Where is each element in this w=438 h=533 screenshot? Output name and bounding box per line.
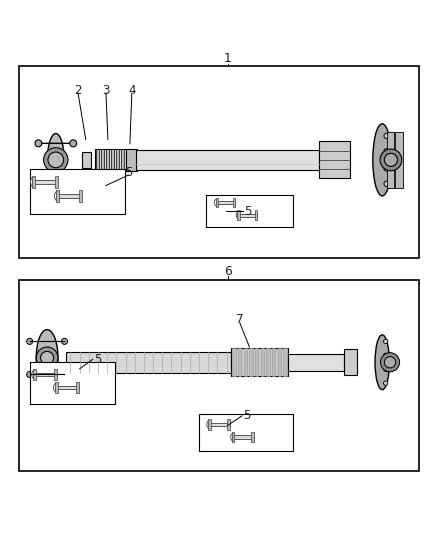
Bar [244,348,247,376]
Bar [30,168,125,214]
Circle shape [27,372,33,377]
Bar [96,149,99,171]
Text: 5: 5 [94,353,102,366]
Bar [249,348,253,376]
Circle shape [35,173,42,180]
Circle shape [44,148,68,172]
Circle shape [380,149,402,171]
Bar [232,432,234,442]
Ellipse shape [47,134,64,186]
Bar [251,432,254,442]
Bar [55,382,57,393]
Circle shape [384,133,389,139]
Bar [126,149,137,171]
Bar [106,149,109,171]
Bar [126,149,129,171]
Bar [266,348,270,376]
Text: 2: 2 [74,84,81,96]
Bar [255,211,257,220]
Bar [238,348,241,376]
Bar [319,141,350,179]
Bar [232,348,236,376]
Text: 1: 1 [224,52,232,65]
Bar [344,349,357,375]
Bar [19,279,419,471]
Bar [55,385,78,390]
Text: 5: 5 [244,409,251,422]
Bar [121,149,124,171]
Circle shape [384,339,388,344]
Circle shape [384,353,388,358]
Text: 3: 3 [102,84,110,96]
Bar [272,348,276,376]
Bar [33,373,57,376]
Bar [395,132,403,188]
Bar [111,149,114,171]
Bar [56,194,82,198]
Bar [136,150,319,169]
Bar [208,419,211,430]
Circle shape [61,338,67,344]
Bar [206,195,293,228]
Bar [237,211,240,220]
Text: 6: 6 [224,265,232,278]
Circle shape [384,166,389,171]
Bar [19,66,419,258]
Bar [199,415,293,451]
Bar [227,419,230,430]
Bar [79,190,82,202]
Bar [32,176,35,188]
Circle shape [384,381,388,385]
Circle shape [36,347,58,369]
Bar [56,190,59,202]
Bar [55,176,58,188]
Bar [255,348,258,376]
Ellipse shape [373,124,392,196]
Bar [116,149,119,171]
Ellipse shape [36,329,58,386]
Circle shape [385,154,397,166]
Circle shape [41,351,53,365]
Bar [66,352,231,373]
Bar [101,149,104,171]
Text: 7: 7 [236,313,244,326]
Bar [232,435,254,439]
Ellipse shape [375,335,389,390]
Bar [278,348,281,376]
Bar [215,198,218,207]
Text: 4: 4 [128,84,136,96]
Circle shape [384,149,389,154]
Bar [231,348,288,376]
Circle shape [70,140,77,147]
Circle shape [384,181,389,187]
Bar [82,152,91,168]
Bar [30,362,115,403]
Bar [33,369,36,380]
Bar [237,214,257,217]
Text: 5: 5 [244,205,252,217]
Bar [215,201,236,204]
Circle shape [70,173,77,180]
Circle shape [384,367,388,372]
Circle shape [27,338,33,344]
Text: 5: 5 [125,166,132,179]
Bar [76,382,78,393]
Circle shape [35,140,42,147]
Bar [261,348,264,376]
Bar [233,198,236,207]
Circle shape [385,357,396,368]
Circle shape [61,372,67,377]
Circle shape [48,152,64,168]
Bar [208,423,230,426]
Bar [387,132,394,188]
Bar [32,180,58,184]
Bar [283,348,287,376]
Circle shape [381,353,399,372]
Bar [95,149,130,171]
Bar [54,369,57,380]
Bar [288,353,344,371]
